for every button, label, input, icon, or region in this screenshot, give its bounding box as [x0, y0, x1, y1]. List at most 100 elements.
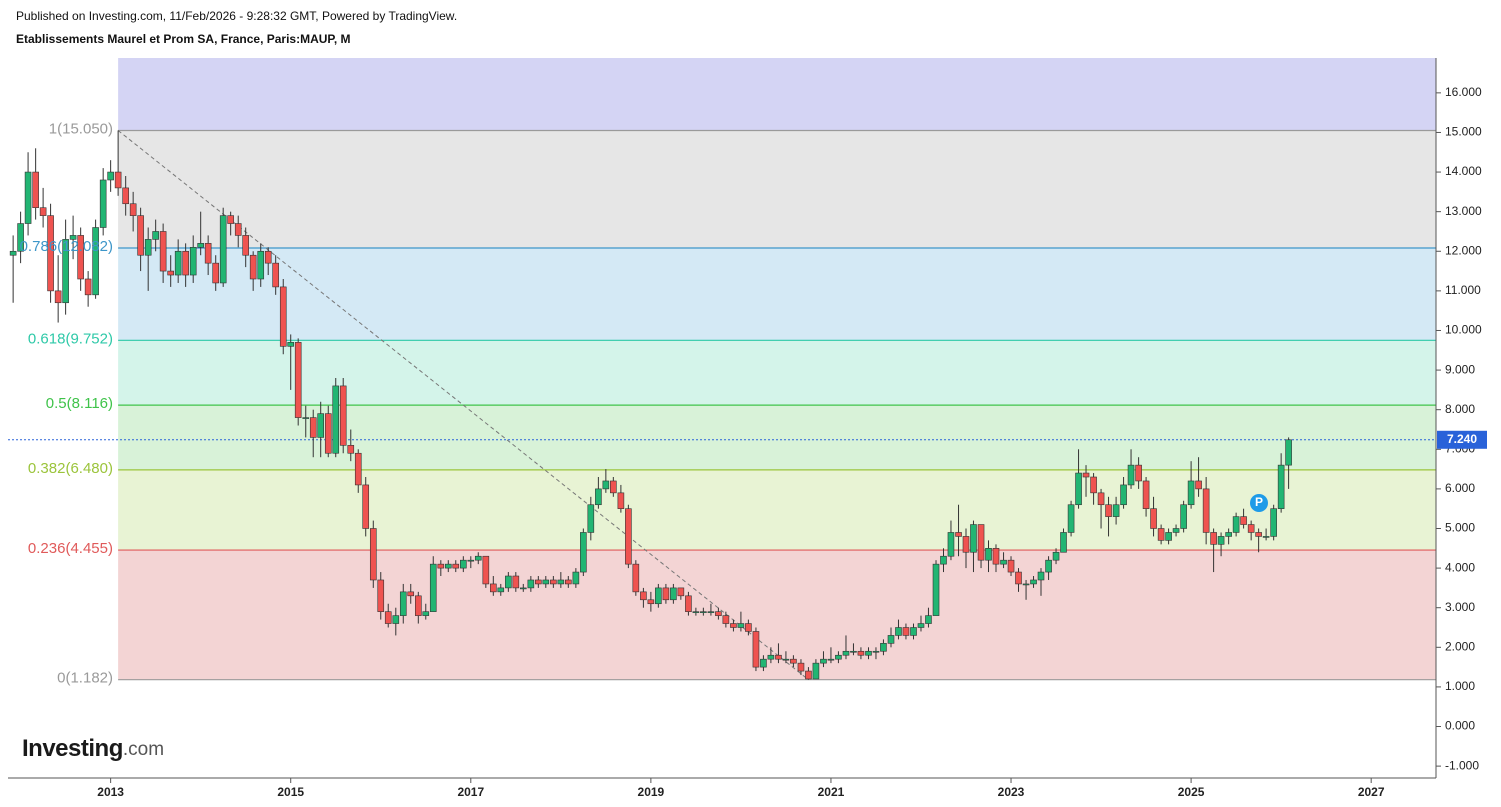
candle-body: [767, 654, 775, 660]
candle-body: [369, 528, 377, 581]
candle-body: [152, 231, 159, 240]
candle-body: [272, 262, 279, 288]
candle-body: [1225, 532, 1232, 537]
fib-label: 0.618(9.752): [28, 330, 113, 347]
candle-body: [39, 207, 47, 216]
candle-body: [752, 631, 760, 668]
candle-body: [1052, 551, 1060, 561]
y-tick-label: 9.000: [1445, 362, 1475, 376]
candle-body: [722, 615, 730, 624]
candle-body: [159, 231, 167, 272]
candle-body: [452, 563, 460, 569]
candle-body: [437, 563, 445, 569]
y-tick-label: 0.000: [1445, 719, 1475, 733]
candle-body: [174, 250, 182, 276]
fib-label: 0.786(12.082): [20, 238, 113, 255]
candle-body: [1082, 472, 1090, 478]
y-tick-label: 14.000: [1445, 164, 1482, 178]
candle-body: [77, 235, 84, 280]
fib-label: 0.5(8.116): [46, 395, 113, 412]
candle-body: [865, 650, 872, 656]
x-tick-label: 2019: [638, 785, 665, 799]
candle-body: [677, 587, 685, 597]
candle-body: [429, 563, 437, 612]
x-tick-label: 2025: [1178, 785, 1205, 799]
y-tick-label: 10.000: [1445, 323, 1482, 337]
x-tick-label: 2017: [457, 785, 484, 799]
candle-body: [760, 658, 767, 668]
x-tick-label: 2013: [97, 785, 124, 799]
y-tick-label: 11.000: [1445, 283, 1481, 297]
candle-body: [482, 555, 490, 585]
candle-body: [782, 658, 790, 661]
candle-body: [572, 571, 580, 585]
candle-body: [1000, 559, 1007, 565]
candle-body: [1270, 508, 1277, 537]
candle-body: [347, 445, 355, 454]
candle-body: [992, 547, 1000, 565]
candle-body: [9, 250, 17, 256]
candle-body: [1187, 480, 1195, 506]
candle-body: [902, 627, 910, 636]
last-price-tag: [1437, 430, 1487, 449]
candle-body: [1232, 516, 1240, 533]
candle-body: [640, 591, 647, 601]
candle-body: [977, 524, 985, 561]
candle-body: [1150, 508, 1157, 529]
x-tick-label: 2021: [818, 785, 845, 799]
candle-body: [827, 658, 835, 661]
candle-body: [1120, 484, 1127, 506]
candle-body: [872, 650, 880, 653]
candle-body: [392, 615, 400, 624]
candle-body: [422, 611, 430, 616]
labels: 1(15.050) 0.786(12.082) 0.618(9.752) 0.5(8.…: [8, 58, 1487, 799]
candle-body: [257, 250, 265, 280]
candle-body: [69, 235, 77, 240]
candle-body: [309, 417, 317, 438]
candle-body: [1202, 488, 1210, 533]
logo-main: Investing: [22, 735, 123, 762]
candle-body: [505, 575, 512, 589]
candle-body: [24, 171, 32, 224]
candle-body: [54, 290, 62, 304]
candle-body: [820, 658, 827, 664]
symbol-title: Etablissements Maurel et Prom SA, France…: [16, 32, 351, 46]
candle-body: [730, 623, 737, 628]
candle-body: [542, 579, 550, 585]
candle-body: [1210, 532, 1217, 545]
candle-body: [790, 658, 797, 664]
candle-body: [444, 563, 452, 569]
candles: [9, 130, 1292, 680]
candle-body: [84, 278, 92, 296]
marker-icon: P: [1250, 494, 1268, 512]
candle-body: [490, 583, 497, 593]
candle-body: [1240, 516, 1247, 525]
candle-body: [1277, 464, 1285, 509]
candle-body: [129, 203, 137, 216]
candle-body: [557, 579, 565, 585]
x-tick-label: 2015: [277, 785, 304, 799]
candle-body: [219, 215, 227, 284]
candle-body: [602, 480, 610, 490]
candle-body: [384, 611, 392, 624]
candle-body: [407, 591, 415, 597]
candle-body: [47, 215, 54, 292]
logo: Investing.com: [22, 735, 164, 762]
candle-body: [647, 599, 655, 605]
candle-body: [580, 532, 587, 573]
candle-body: [835, 654, 842, 660]
candle-body: [497, 587, 505, 593]
fib-band: [118, 248, 1437, 341]
fib-label: 0.236(4.455): [28, 540, 113, 557]
candle-body: [167, 270, 174, 276]
candle-body: [122, 187, 129, 205]
candle-body: [985, 547, 992, 561]
candle-body: [805, 670, 812, 680]
candle-body: [940, 555, 947, 565]
candle-body: [550, 579, 557, 585]
candle-body: [249, 254, 257, 280]
candle-body: [512, 575, 520, 589]
fib-band: [118, 340, 1437, 406]
candle-body: [947, 532, 955, 557]
